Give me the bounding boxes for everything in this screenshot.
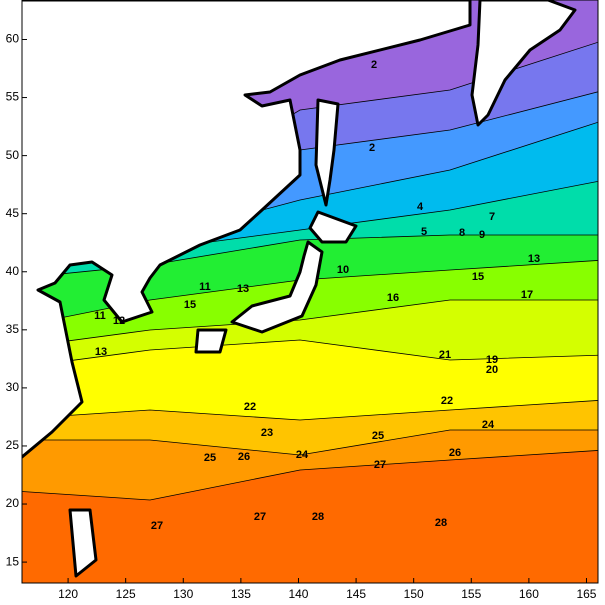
contour-label: 5 xyxy=(421,226,427,238)
sakhalin xyxy=(314,98,340,207)
contour-label: 23 xyxy=(261,427,273,439)
hokkaido xyxy=(308,210,358,244)
kamchatka xyxy=(470,0,577,127)
contour-label: 26 xyxy=(238,451,250,463)
x-tick-label: 125 xyxy=(116,587,136,601)
y-tick-label: 60 xyxy=(6,32,20,46)
contour-label: 22 xyxy=(441,395,453,407)
x-tick-label: 155 xyxy=(461,587,481,601)
x-tick-label: 150 xyxy=(404,587,424,601)
y-tick-label: 40 xyxy=(6,264,20,278)
x-tick-label: 130 xyxy=(173,587,193,601)
contour-label: 2 xyxy=(369,142,375,154)
y-tick-label: 30 xyxy=(6,380,20,394)
contour-label: 27 xyxy=(254,511,266,523)
honshu xyxy=(230,240,324,334)
asia-mainland xyxy=(22,0,472,459)
contour-label: 13 xyxy=(95,346,107,358)
contour-label: 11 xyxy=(199,281,211,293)
x-tick-label: 165 xyxy=(576,587,596,601)
contour-label: 16 xyxy=(387,292,399,304)
y-tick-label: 35 xyxy=(6,322,20,336)
contour-label: 10 xyxy=(337,264,349,276)
contour-label: 21 xyxy=(439,349,451,361)
kyushu xyxy=(194,328,228,354)
contour-label: 9 xyxy=(479,229,485,241)
land xyxy=(22,0,577,578)
y-tick-label: 15 xyxy=(6,554,20,568)
y-tick-label: 45 xyxy=(6,206,20,220)
y-tick-label: 20 xyxy=(6,496,20,510)
x-tick-label: 120 xyxy=(58,587,78,601)
x-tick-label: 145 xyxy=(346,587,366,601)
contour-label: 22 xyxy=(244,401,256,413)
contour-label: 27 xyxy=(151,520,163,532)
y-tick-label: 55 xyxy=(6,90,20,104)
contour-label: 28 xyxy=(312,511,324,523)
contour-label: 7 xyxy=(489,211,495,223)
y-tick-label: 50 xyxy=(6,148,20,162)
x-tick-label: 140 xyxy=(288,587,308,601)
plot-frame xyxy=(21,0,599,584)
contour-label: 28 xyxy=(435,517,447,529)
contour-label: 8 xyxy=(459,227,465,239)
contour-label: 15 xyxy=(472,271,484,283)
contour-label: 26 xyxy=(449,447,461,459)
contour-label: 15 xyxy=(184,299,196,311)
x-tick-label: 135 xyxy=(231,587,251,601)
contour-label: 11 xyxy=(94,310,106,322)
contour-label: 27 xyxy=(374,459,386,471)
axes: 120 125 130 135 140 145 150 155 160 1651520253035… xyxy=(6,32,597,602)
contour-label: 24 xyxy=(482,419,495,431)
y-tick-label: 25 xyxy=(6,438,20,452)
x-tick-label: 160 xyxy=(519,587,539,601)
taiwan xyxy=(68,508,98,578)
contour-label: 25 xyxy=(372,430,384,442)
contour-label: 20 xyxy=(486,364,498,376)
contour-label: 13 xyxy=(237,283,249,295)
contour-label: 24 xyxy=(296,449,309,461)
contour-label: 12 xyxy=(113,315,125,327)
contour-label: 4 xyxy=(417,201,424,213)
contour-label: 19 xyxy=(486,354,498,366)
contour-label: 17 xyxy=(521,289,533,301)
contour-label: 2 xyxy=(371,59,377,71)
contour-label: 13 xyxy=(528,253,540,265)
contour-label: 25 xyxy=(204,452,216,464)
